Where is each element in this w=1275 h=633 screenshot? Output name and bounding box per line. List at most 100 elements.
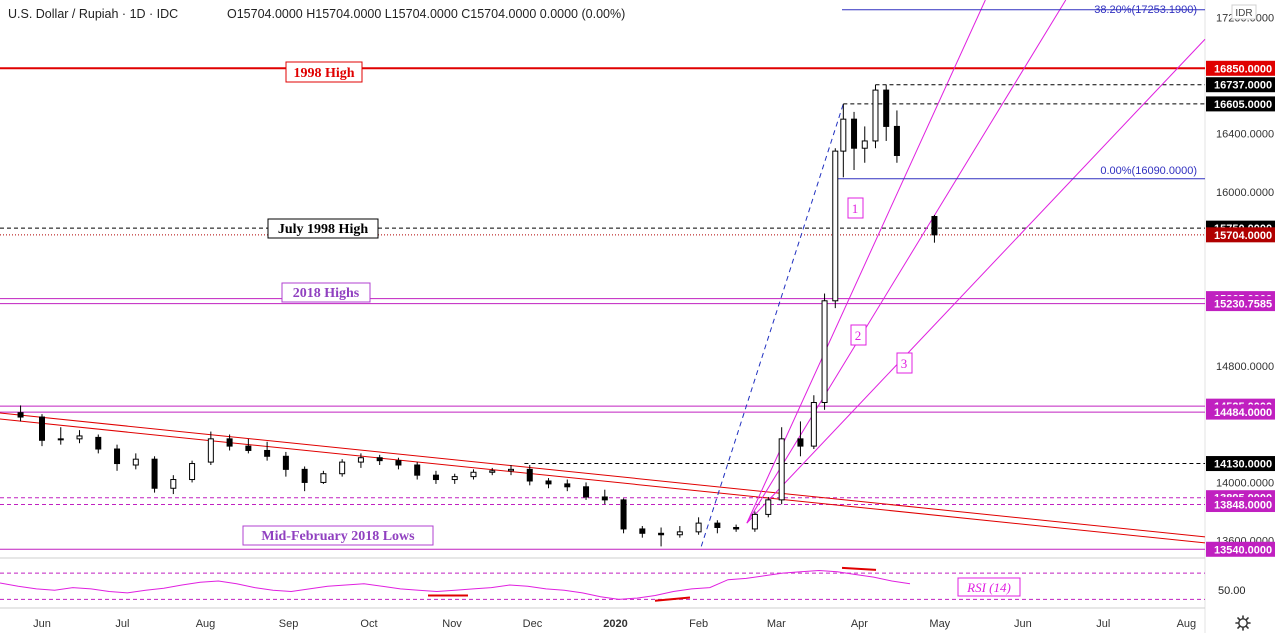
candle-body [872,89,879,142]
candle-body [76,435,83,440]
candle-body [17,412,24,418]
label-box-mid-feb-2018-lows [242,525,434,546]
candle-body [658,532,665,536]
candle-body [189,463,196,481]
label-july-1998-high: July 1998 High [278,222,368,237]
fib-label-0: 0.00%(16090.0000) [1100,165,1197,177]
time-tick-label: Jun [33,618,51,630]
candle-body [620,499,627,530]
candle-body [883,89,890,127]
symbol-title: U.S. Dollar / Rupiah · 1D · IDC [8,7,178,21]
trendline-upper [0,412,1206,538]
candle-body [301,468,308,483]
label-mid-feb-2018-lows: Mid-February 2018 Lows [261,529,415,544]
candle-body [470,471,477,478]
time-tick-label: Jul [115,618,129,630]
ohlc-readout: O15704.0000 H15704.0000 L15704.0000 C157… [227,7,625,21]
time-tick-label: Apr [851,618,868,630]
candle-body [264,449,271,457]
levels-layer [0,67,1205,550]
price-tag-label: 14484.0000 [1214,407,1272,419]
fan-line-3 [746,38,1206,524]
price-tag-label: 13848.0000 [1214,500,1272,512]
gear-icon[interactable] [1234,614,1252,632]
candle-body [851,118,858,149]
candle-body [797,438,804,447]
label-1998-high: 1998 High [293,66,354,81]
candles-layer [17,84,938,547]
fan-label-box-3 [896,352,913,374]
time-tick-label: Mar [767,618,786,630]
candle-body [765,499,772,515]
time-tick-label: Oct [360,618,377,630]
candle-body [451,476,458,481]
candle-body [114,448,121,465]
candle-body [432,474,439,481]
candle-body [489,470,496,473]
candle-body [583,486,590,498]
price-tag-label: 16605.0000 [1214,99,1272,111]
fibonacci-layer [835,9,1205,180]
fan-label-3: 3 [901,356,908,371]
axes-layer: 17200.000016400.000016000.000014800.0000… [33,12,1275,630]
fan-line-1 [746,0,986,524]
trendline-lower [0,418,1206,544]
label-box-july-1998-high [267,218,379,239]
currency-badge [1231,4,1257,20]
price-tick-label: 14800.0000 [1216,361,1274,373]
price-tag-box [1206,456,1275,472]
price-tag-box [1206,60,1275,76]
price-tick-label: 16000.0000 [1216,187,1274,199]
rsi-pane [0,566,1205,602]
price-tick-label: 14000.0000 [1216,477,1274,489]
price-tag-box [1206,541,1275,557]
candle-body [714,522,721,528]
time-tick-label: Aug [1177,618,1197,630]
time-tick-label: May [929,618,950,630]
fan-label-1: 1 [852,201,859,216]
price-tag-box [1206,96,1275,112]
time-tick-label: Dec [523,618,543,630]
price-tag-box [1206,497,1275,513]
candle-body [170,479,177,489]
candle-body [545,480,552,485]
label-2018-highs: 2018 Highs [293,286,360,301]
candle-body [282,455,289,470]
candle-body [832,150,839,302]
candle-body [810,402,817,447]
candle-body [639,528,646,534]
fan-line-2 [746,0,1067,524]
candle-body [508,468,514,472]
candle-body [376,457,383,462]
candle-body [526,468,533,482]
candle-body [564,483,571,488]
label-box-1998-high [285,61,363,83]
rsi-label-box [957,577,1021,597]
price-tag-label: 14130.0000 [1214,459,1272,471]
time-tick-label: Nov [442,618,462,630]
price-tag-label: 16737.0000 [1214,80,1272,92]
candle-body [207,438,214,463]
fan-label-box-2 [850,324,867,346]
rsi-divergence-3 [841,566,877,571]
rsi-divergence-2 [654,596,691,602]
time-tick-label: Feb [689,618,708,630]
candle-body [414,464,421,476]
candle-body [840,118,847,152]
rsi-label: RSI (14) [966,580,1011,595]
candle-body [676,531,683,536]
candle-body [601,496,608,501]
candle-body [931,216,938,236]
candle-body [395,460,402,466]
price-tag-label: 15230.7585 [1214,299,1272,311]
candle-body [39,416,45,441]
candle-body [245,445,252,451]
trendlines-layer [0,412,1206,544]
candle-body [226,438,233,447]
price-tag-label: 13540.0000 [1214,544,1272,556]
candle-body [151,458,158,489]
candle-body [320,473,327,483]
fan-lines-layer [700,0,1206,547]
time-tick-label: Sep [279,618,299,630]
